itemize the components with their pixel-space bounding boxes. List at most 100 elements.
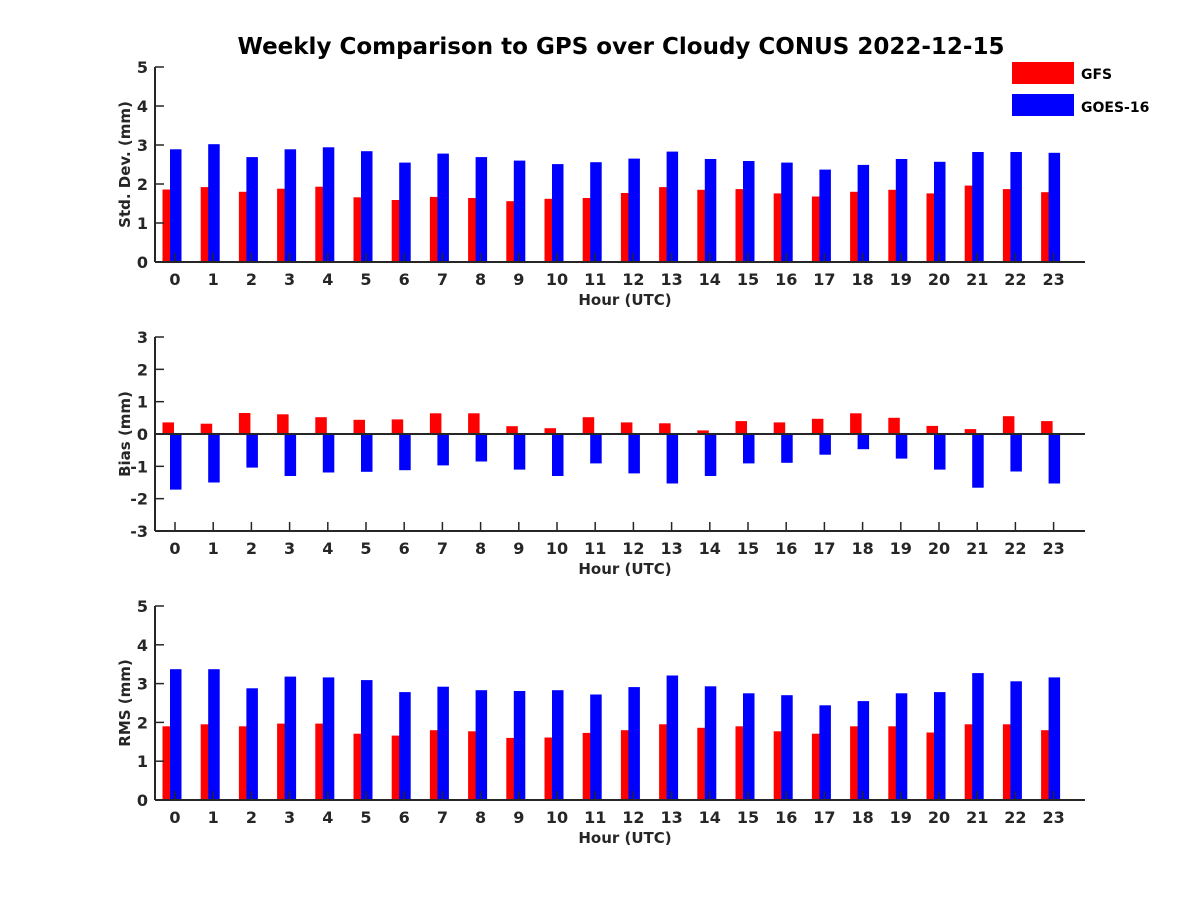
bar-rms-goes16-3 [284,676,297,800]
bar-rms-gfs-14 [697,727,709,800]
bar-bias-gfs-1 [200,423,213,434]
bar-rms-goes16-2 [246,688,258,800]
x-tick-label-stddev-3: 3 [284,270,295,289]
bar-bias-gfs-15 [735,421,747,434]
y-tick-label-bias--3: -3 [130,522,148,541]
bar-stddev-gfs-19 [888,189,900,262]
bar-stddev-goes16-4 [322,147,335,262]
bar-rms-gfs-13 [659,724,671,800]
x-tick-label-rms-23: 23 [1042,808,1064,827]
bar-bias-goes16-22 [1010,434,1022,472]
bar-rms-goes16-10 [552,690,564,800]
bar-bias-gfs-17 [811,418,824,434]
bar-rms-gfs-19 [888,726,900,800]
bar-stddev-gfs-2 [238,191,251,262]
bar-stddev-goes16-17 [819,169,831,262]
x-tick-label-stddev-23: 23 [1042,270,1064,289]
bar-stddev-goes16-21 [972,152,984,262]
bar-rms-goes16-4 [322,677,335,800]
bar-stddev-gfs-16 [773,193,786,262]
bar-stddev-goes16-18 [857,164,870,262]
x-tick-label-bias-18: 18 [851,539,873,558]
bar-rms-gfs-8 [468,731,480,800]
x-tick-label-bias-3: 3 [284,539,295,558]
bar-rms-goes16-19 [895,693,908,800]
x-tick-label-stddev-0: 0 [169,270,180,289]
bar-stddev-gfs-22 [1002,189,1015,262]
y-tick-label-rms-0: 0 [137,791,148,810]
y-tick-label-stddev-1: 1 [137,214,148,233]
x-tick-label-bias-10: 10 [546,539,568,558]
bar-rms-goes16-20 [934,692,946,800]
bar-bias-goes16-1 [208,434,220,483]
bar-stddev-gfs-12 [620,193,633,262]
bar-rms-goes16-5 [361,680,373,800]
bar-rms-goes16-17 [819,705,831,800]
bar-rms-goes16-16 [781,695,793,800]
bar-bias-gfs-3 [277,414,289,434]
legend-label-goes16: GOES-16 [1081,100,1149,116]
x-tick-label-stddev-8: 8 [475,270,486,289]
bar-rms-goes16-0 [170,669,182,800]
bar-bias-goes16-20 [934,434,946,470]
bar-bias-goes16-5 [361,434,373,472]
bar-rms-gfs-17 [811,733,824,800]
y-tick-label-bias-2: 2 [137,360,148,379]
bar-stddev-gfs-9 [506,201,518,262]
y-tick-label-bias--1: -1 [130,457,148,476]
x-tick-label-stddev-18: 18 [851,270,873,289]
y-tick-label-stddev-2: 2 [137,175,148,194]
bar-bias-gfs-11 [582,417,595,434]
chart-title: Weekly Comparison to GPS over Cloudy CON… [238,34,1005,60]
bar-rms-gfs-5 [353,733,365,800]
bar-stddev-gfs-17 [811,196,824,262]
x-tick-label-rms-1: 1 [208,808,219,827]
bar-bias-gfs-22 [1002,416,1015,434]
y-tick-label-bias--2: -2 [130,490,148,509]
x-tick-label-rms-13: 13 [660,808,682,827]
bar-bias-goes16-7 [437,434,449,466]
bar-rms-gfs-15 [735,726,747,800]
bar-stddev-gfs-14 [697,189,709,262]
legend: GFS GOES-16 [1012,62,1149,116]
bar-bias-gfs-18 [850,413,862,434]
bar-stddev-gfs-6 [391,200,404,262]
x-tick-label-stddev-17: 17 [813,270,835,289]
y-tick-label-rms-3: 3 [137,675,148,694]
bar-stddev-gfs-15 [735,189,747,262]
bar-stddev-gfs-1 [200,187,213,262]
x-tick-label-bias-5: 5 [360,539,371,558]
bar-rms-goes16-14 [704,686,717,800]
x-tick-label-rms-8: 8 [475,808,486,827]
legend-label-gfs: GFS [1081,67,1112,83]
bar-rms-gfs-16 [773,731,786,800]
bar-rms-gfs-22 [1002,724,1015,800]
x-tick-label-bias-16: 16 [775,539,797,558]
legend-swatch-gfs [1012,62,1074,84]
x-tick-label-rms-10: 10 [546,808,568,827]
x-tick-label-stddev-5: 5 [360,270,371,289]
bar-rms-gfs-4 [315,723,327,800]
bar-bias-goes16-15 [743,434,755,464]
x-tick-label-bias-9: 9 [513,539,524,558]
x-tick-label-stddev-21: 21 [966,270,988,289]
bar-bias-goes16-9 [513,434,526,470]
bar-rms-goes16-11 [590,694,602,800]
bar-stddev-goes16-10 [552,164,564,262]
bar-bias-gfs-21 [964,429,977,434]
bar-rms-gfs-6 [391,735,404,800]
bar-stddev-goes16-5 [361,151,373,262]
y-tick-label-stddev-0: 0 [137,253,148,272]
x-tick-label-rms-16: 16 [775,808,797,827]
bar-bias-gfs-5 [353,419,365,434]
x-axis-label-bias: Hour (UTC) [578,560,671,578]
x-tick-label-rms-3: 3 [284,808,295,827]
bar-rms-gfs-10 [544,737,556,800]
bar-stddev-gfs-20 [926,193,938,262]
bar-bias-gfs-8 [468,413,480,434]
x-tick-label-bias-1: 1 [208,539,219,558]
bar-bias-goes16-14 [704,434,717,476]
bar-bias-goes16-10 [552,434,564,476]
